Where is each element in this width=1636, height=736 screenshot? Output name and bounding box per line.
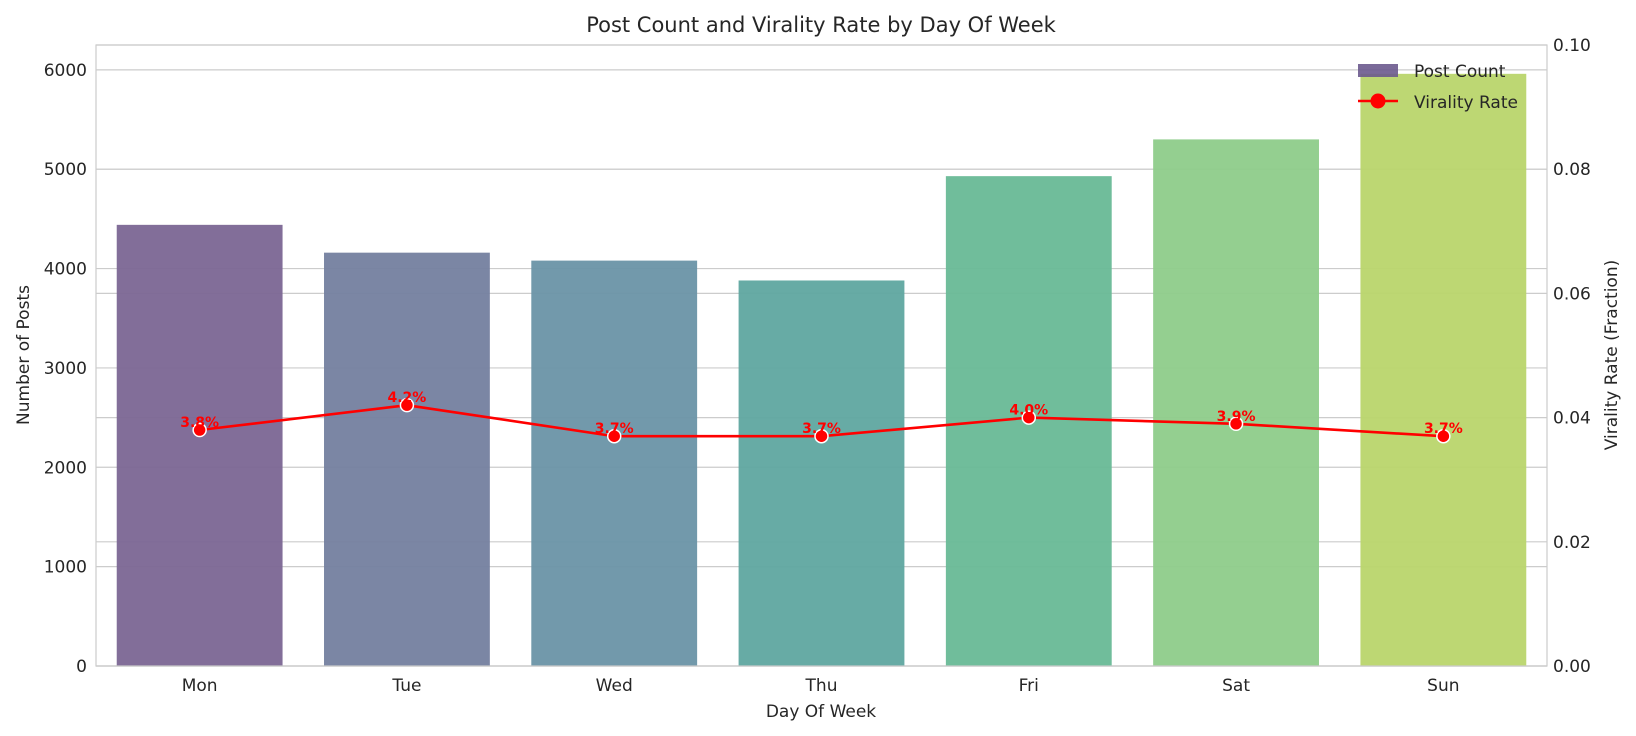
x-tick-label: Thu <box>805 676 838 696</box>
virality-marker-tue <box>399 397 415 413</box>
x-ticks: Mon Tue Wed Thu Fri Sat Sun <box>182 676 1460 696</box>
virality-data-label: 3.9% <box>1217 409 1256 425</box>
y-tick-label-left: 3000 <box>44 359 87 379</box>
y-axis-label-right: Virality Rate (Fraction) <box>1602 260 1622 450</box>
bar-mon <box>116 224 283 666</box>
virality-data-label: 3.7% <box>802 421 841 437</box>
bars <box>116 73 1527 667</box>
y-tick-label-left: 0 <box>76 657 87 677</box>
virality-marker-mon <box>192 422 207 438</box>
y-ticks-left: 0 1000 2000 3000 4000 5000 6000 <box>44 61 87 677</box>
virality-line-group: 3.8% 4.2% 3.7% 3.7% 4.0% 3.9% 3.7% <box>180 390 1463 444</box>
x-axis-label: Day Of Week <box>766 702 876 722</box>
virality-data-label: 3.8% <box>180 415 219 431</box>
x-tick-label: Mon <box>182 676 218 696</box>
y-tick-label-left: 2000 <box>44 458 87 478</box>
virality-marker-fri <box>1021 410 1037 425</box>
virality-data-label: 3.7% <box>1424 421 1463 437</box>
y-tick-label-right: 0.04 <box>1553 409 1591 429</box>
virality-marker-sat <box>1228 416 1244 432</box>
x-tick-label: Tue <box>391 676 421 696</box>
legend-label-post-count: Post Count <box>1414 62 1506 82</box>
legend-label-virality-rate: Virality Rate <box>1414 93 1518 113</box>
bar-sun <box>1360 73 1527 667</box>
bar-tue <box>324 252 490 666</box>
y-tick-label-right: 0.00 <box>1553 657 1591 677</box>
y-tick-label-right: 0.02 <box>1553 533 1591 553</box>
virality-marker-sun <box>1436 428 1451 444</box>
legend-swatch-virality-marker <box>1370 93 1386 109</box>
bar-thu <box>738 280 905 666</box>
y-tick-label-left: 5000 <box>44 160 87 180</box>
y-tick-label-right: 0.06 <box>1553 284 1591 304</box>
x-tick-label: Sun <box>1427 676 1459 696</box>
y-tick-label-left: 6000 <box>44 61 87 81</box>
plot-frame <box>95 44 1548 667</box>
y-tick-label-left: 1000 <box>44 558 87 578</box>
y-tick-label-right: 0.10 <box>1553 36 1591 56</box>
virality-data-label: 4.0% <box>1009 403 1048 419</box>
x-tick-label: Wed <box>596 676 633 696</box>
virality-marker-thu <box>814 428 829 444</box>
legend: Post Count Virality Rate <box>1358 62 1518 113</box>
y-ticks-right: 0.00 0.02 0.04 0.06 0.08 0.10 <box>1553 36 1591 677</box>
chart-title: Post Count and Virality Rate by Day Of W… <box>586 13 1056 37</box>
x-tick-label: Sat <box>1222 676 1250 696</box>
y-axis-label-left: Number of Posts <box>14 285 34 425</box>
y-tick-label-right: 0.08 <box>1553 160 1591 180</box>
bar-wed <box>531 260 698 666</box>
x-tick-label: Fri <box>1019 676 1039 696</box>
y-tick-label-left: 4000 <box>44 260 87 280</box>
virality-data-label: 4.2% <box>388 390 427 406</box>
virality-data-label: 3.7% <box>595 421 634 437</box>
virality-marker-wed <box>606 428 622 444</box>
bar-sat <box>1153 139 1319 667</box>
legend-swatch-post-count <box>1358 64 1398 77</box>
